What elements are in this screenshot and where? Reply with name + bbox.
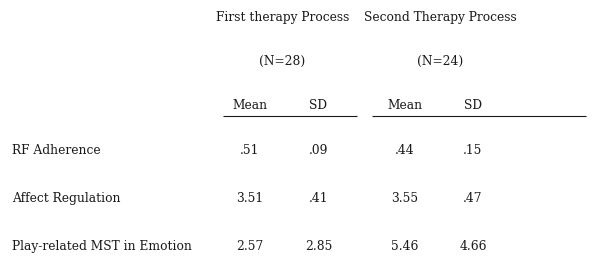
Text: 3.55: 3.55 (391, 192, 418, 205)
Text: Second Therapy Process: Second Therapy Process (364, 11, 516, 24)
Text: SD: SD (464, 99, 482, 112)
Text: Mean: Mean (387, 99, 422, 112)
Text: Mean: Mean (232, 99, 268, 112)
Text: 3.51: 3.51 (236, 192, 264, 205)
Text: First therapy Process: First therapy Process (216, 11, 349, 24)
Text: .15: .15 (464, 144, 483, 157)
Text: 5.46: 5.46 (391, 240, 418, 253)
Text: 2.57: 2.57 (236, 240, 264, 253)
Text: 2.85: 2.85 (305, 240, 332, 253)
Text: .09: .09 (309, 144, 328, 157)
Text: .41: .41 (309, 192, 328, 205)
Text: .47: .47 (464, 192, 483, 205)
Text: (N=24): (N=24) (417, 55, 464, 68)
Text: SD: SD (309, 99, 327, 112)
Text: (N=28): (N=28) (259, 55, 306, 68)
Text: .51: .51 (240, 144, 259, 157)
Text: .44: .44 (395, 144, 414, 157)
Text: 4.66: 4.66 (459, 240, 487, 253)
Text: Play-related MST in Emotion: Play-related MST in Emotion (12, 240, 192, 253)
Text: RF Adherence: RF Adherence (12, 144, 101, 157)
Text: Affect Regulation: Affect Regulation (12, 192, 120, 205)
